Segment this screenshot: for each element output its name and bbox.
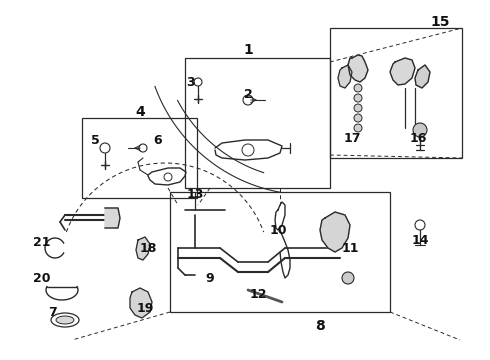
Text: 2: 2 [244, 89, 252, 102]
Text: 3: 3 [186, 76, 195, 89]
Polygon shape [105, 208, 120, 228]
Polygon shape [130, 288, 152, 318]
Text: 19: 19 [136, 302, 154, 315]
Circle shape [194, 78, 202, 86]
Circle shape [354, 94, 362, 102]
Polygon shape [320, 212, 350, 252]
Circle shape [139, 144, 147, 152]
Circle shape [164, 173, 172, 181]
Text: 15: 15 [430, 15, 450, 29]
Polygon shape [390, 58, 415, 85]
Text: 11: 11 [341, 242, 359, 255]
Text: 4: 4 [135, 105, 145, 119]
Text: 6: 6 [154, 134, 162, 147]
Text: 7: 7 [48, 306, 56, 319]
Polygon shape [348, 55, 368, 82]
Circle shape [354, 104, 362, 112]
Text: 20: 20 [33, 271, 51, 284]
Circle shape [243, 95, 253, 105]
Bar [330, 28, 462, 158]
Polygon shape [136, 237, 150, 260]
Circle shape [342, 272, 354, 284]
Ellipse shape [56, 316, 74, 324]
Text: 21: 21 [33, 235, 51, 248]
Text: 5: 5 [91, 134, 99, 147]
Circle shape [413, 123, 427, 137]
Circle shape [354, 114, 362, 122]
Ellipse shape [51, 313, 79, 327]
Bar [82, 118, 197, 198]
Text: 9: 9 [206, 271, 214, 284]
Bar [170, 192, 390, 312]
Text: 13: 13 [186, 189, 204, 202]
Text: 10: 10 [269, 224, 287, 237]
Polygon shape [415, 65, 430, 88]
Text: 17: 17 [343, 131, 361, 144]
Text: 14: 14 [411, 234, 429, 247]
Text: 16: 16 [409, 131, 427, 144]
Circle shape [242, 144, 254, 156]
Text: 18: 18 [139, 242, 157, 255]
Circle shape [354, 84, 362, 92]
Text: 8: 8 [315, 319, 325, 333]
Text: 12: 12 [249, 288, 267, 302]
Text: 1: 1 [243, 43, 253, 57]
Circle shape [415, 220, 425, 230]
Circle shape [354, 124, 362, 132]
Bar [185, 58, 330, 188]
Polygon shape [338, 65, 352, 88]
Circle shape [100, 143, 110, 153]
